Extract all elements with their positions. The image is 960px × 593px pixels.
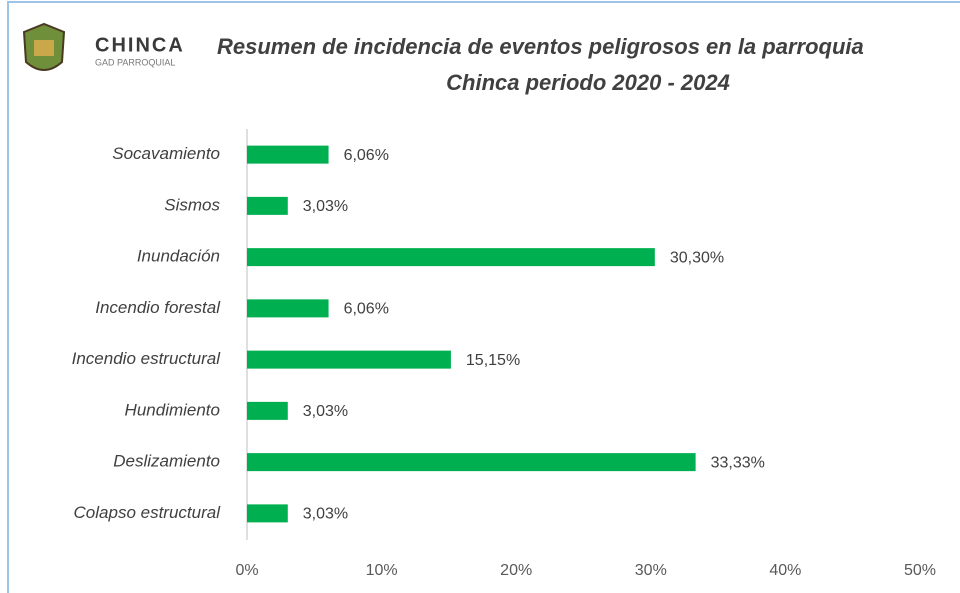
x-tick-label: 50%	[904, 562, 936, 579]
bar	[247, 196, 288, 215]
x-tick-label: 10%	[366, 562, 398, 579]
value-label: 6,06%	[344, 301, 389, 318]
logo: CHINCA GAD PARROQUIAL	[22, 22, 185, 71]
value-label: 6,06%	[344, 147, 389, 164]
y-tick-label: Deslizamiento	[113, 452, 220, 471]
chart-frame	[7, 1, 960, 593]
logo-name: CHINCA	[95, 34, 185, 56]
bar	[247, 453, 696, 472]
y-tick-label: Incendio estructural	[72, 349, 222, 368]
bar	[247, 299, 329, 318]
chart-title: Chinca periodo 2020 - 2024	[446, 70, 730, 95]
y-tick-label: Sismos	[164, 195, 220, 214]
bar	[247, 145, 329, 164]
y-tick-label: Hundimiento	[125, 400, 220, 419]
chart-title: Resumen de incidencia de eventos peligro…	[217, 34, 864, 59]
x-tick-label: 0%	[235, 562, 258, 579]
x-tick-label: 40%	[769, 562, 801, 579]
value-label: 3,03%	[303, 506, 348, 523]
value-label: 3,03%	[303, 198, 348, 215]
value-label: 15,15%	[466, 352, 520, 369]
value-label: 3,03%	[303, 403, 348, 420]
x-tick-label: 20%	[500, 562, 532, 579]
bar	[247, 401, 288, 420]
y-tick-label: Colapso estructural	[74, 503, 222, 522]
value-label: 33,33%	[711, 454, 765, 471]
y-tick-label: Socavamiento	[112, 144, 220, 163]
y-tick-label: Inundación	[137, 247, 220, 266]
value-label: 30,30%	[670, 249, 724, 266]
logo-subtitle: GAD PARROQUIAL	[95, 57, 175, 67]
bar	[247, 350, 451, 369]
x-tick-label: 30%	[635, 562, 667, 579]
logo-emblem	[34, 40, 54, 56]
bar	[247, 504, 288, 523]
bar	[247, 248, 655, 267]
y-tick-label: Incendio forestal	[95, 298, 221, 317]
